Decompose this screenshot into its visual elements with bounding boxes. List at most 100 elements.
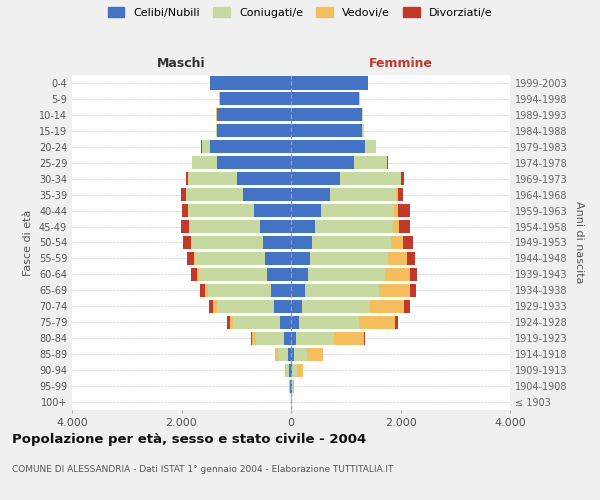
- Bar: [404, 300, 410, 313]
- Bar: [365, 140, 376, 153]
- Text: Femmine: Femmine: [368, 57, 433, 70]
- Bar: [410, 284, 416, 297]
- Bar: [275, 348, 278, 360]
- Bar: [314, 220, 393, 233]
- Bar: [256, 332, 284, 345]
- Bar: [291, 316, 299, 329]
- Bar: [334, 332, 364, 345]
- Bar: [197, 268, 199, 281]
- Text: Maschi: Maschi: [157, 57, 206, 70]
- Bar: [186, 188, 244, 201]
- Bar: [291, 252, 310, 265]
- Bar: [216, 124, 217, 138]
- Bar: [291, 268, 308, 281]
- Text: COMUNE DI ALESSANDRIA - Dati ISTAT 1° gennaio 2004 - Elaborazione TUTTITALIA.IT: COMUNE DI ALESSANDRIA - Dati ISTAT 1° ge…: [12, 466, 394, 474]
- Bar: [292, 364, 297, 376]
- Bar: [291, 220, 314, 233]
- Bar: [208, 284, 271, 297]
- Bar: [213, 300, 217, 313]
- Bar: [209, 300, 213, 313]
- Bar: [292, 380, 293, 392]
- Bar: [289, 364, 291, 376]
- Bar: [210, 76, 291, 90]
- Bar: [286, 364, 289, 376]
- Bar: [291, 284, 305, 297]
- Bar: [191, 268, 197, 281]
- Bar: [244, 188, 291, 201]
- Bar: [395, 316, 398, 329]
- Bar: [187, 252, 194, 265]
- Bar: [193, 156, 217, 170]
- Y-axis label: Fasce di età: Fasce di età: [23, 210, 33, 276]
- Bar: [284, 332, 291, 345]
- Text: Popolazione per età, sesso e stato civile - 2004: Popolazione per età, sesso e stato civil…: [12, 432, 366, 446]
- Bar: [182, 204, 188, 217]
- Bar: [305, 284, 379, 297]
- Bar: [297, 364, 304, 376]
- Bar: [251, 332, 256, 345]
- Bar: [217, 124, 291, 138]
- Bar: [396, 188, 398, 201]
- Bar: [320, 204, 394, 217]
- Bar: [268, 268, 291, 281]
- Bar: [398, 188, 403, 201]
- Bar: [254, 204, 291, 217]
- Bar: [217, 300, 274, 313]
- Bar: [354, 156, 387, 170]
- Bar: [263, 236, 291, 249]
- Bar: [291, 332, 296, 345]
- Bar: [190, 220, 260, 233]
- Bar: [398, 204, 410, 217]
- Bar: [340, 172, 401, 185]
- Bar: [233, 316, 280, 329]
- Bar: [291, 140, 365, 153]
- Bar: [291, 124, 362, 138]
- Bar: [199, 268, 268, 281]
- Bar: [310, 252, 388, 265]
- Bar: [394, 204, 398, 217]
- Bar: [291, 188, 331, 201]
- Bar: [379, 284, 410, 297]
- Bar: [299, 316, 359, 329]
- Bar: [181, 220, 190, 233]
- Bar: [265, 252, 291, 265]
- Bar: [307, 348, 323, 360]
- Bar: [260, 220, 291, 233]
- Bar: [388, 252, 407, 265]
- Bar: [291, 364, 292, 376]
- Bar: [291, 204, 320, 217]
- Bar: [393, 220, 400, 233]
- Bar: [291, 156, 354, 170]
- Bar: [271, 284, 291, 297]
- Bar: [359, 316, 395, 329]
- Bar: [308, 268, 385, 281]
- Bar: [181, 188, 185, 201]
- Bar: [291, 92, 359, 106]
- Bar: [210, 140, 291, 153]
- Bar: [291, 108, 362, 122]
- Bar: [296, 332, 334, 345]
- Bar: [391, 236, 403, 249]
- Bar: [220, 92, 291, 106]
- Bar: [291, 172, 340, 185]
- Bar: [202, 140, 210, 153]
- Y-axis label: Anni di nascita: Anni di nascita: [574, 201, 584, 284]
- Bar: [403, 236, 413, 249]
- Bar: [362, 124, 364, 138]
- Bar: [191, 236, 192, 249]
- Bar: [186, 172, 188, 185]
- Bar: [291, 348, 294, 360]
- Bar: [294, 348, 307, 360]
- Bar: [278, 348, 288, 360]
- Bar: [280, 316, 291, 329]
- Bar: [194, 252, 195, 265]
- Bar: [238, 172, 291, 185]
- Bar: [230, 316, 233, 329]
- Bar: [285, 364, 286, 376]
- Bar: [407, 252, 415, 265]
- Bar: [385, 268, 410, 281]
- Bar: [293, 380, 294, 392]
- Legend: Celibi/Nubili, Coniugati/e, Vedovi/e, Divorziati/e: Celibi/Nubili, Coniugati/e, Vedovi/e, Di…: [103, 2, 497, 22]
- Bar: [291, 300, 302, 313]
- Bar: [184, 236, 191, 249]
